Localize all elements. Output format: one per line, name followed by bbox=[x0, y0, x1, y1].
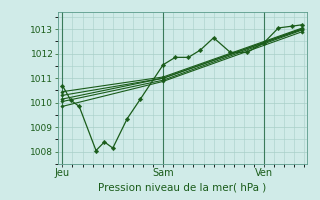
X-axis label: Pression niveau de la mer( hPa ): Pression niveau de la mer( hPa ) bbox=[98, 182, 267, 192]
